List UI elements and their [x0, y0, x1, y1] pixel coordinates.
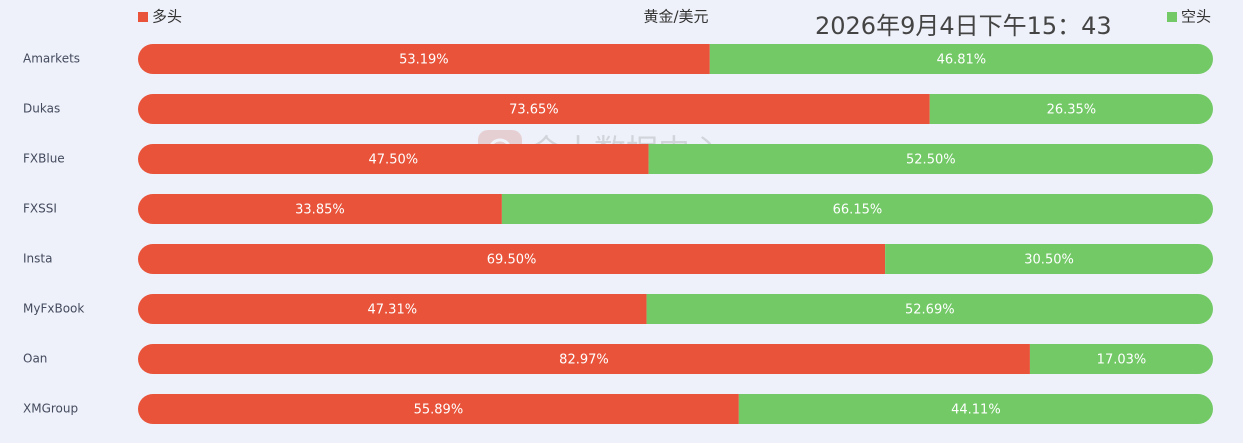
value-label: 47.31% [368, 303, 418, 318]
y-tick-label: FXSSI [23, 202, 57, 216]
y-tick-label: MyFxBook [23, 302, 84, 316]
y-tick-label: XMGroup [23, 402, 78, 416]
bar-segment [738, 394, 1213, 424]
legend-swatch [1167, 12, 1177, 22]
bar-row [138, 244, 1213, 274]
bar-segment [138, 44, 710, 74]
value-label: 17.03% [1097, 353, 1147, 368]
bar-segment [1029, 344, 1213, 374]
value-label: 66.15% [833, 203, 883, 218]
bar-segment [138, 194, 502, 224]
value-label: 47.50% [369, 153, 419, 168]
bar-segment [138, 244, 886, 274]
y-tick-label: Oan [23, 352, 47, 366]
bar-segment [929, 94, 1213, 124]
value-label: 82.97% [559, 353, 609, 368]
bar-segment [709, 44, 1213, 74]
bar-segment [138, 294, 647, 324]
bar-segment [501, 194, 1213, 224]
value-label: 73.65% [509, 103, 559, 118]
bar-segment [648, 144, 1213, 174]
annotation: 2026年9月4日下午15：43 [815, 12, 1112, 40]
value-label: 52.69% [905, 303, 955, 318]
chart-title: 黄金/美元 [643, 8, 708, 26]
legend-label: 空头 [1181, 8, 1211, 26]
bar-row [138, 294, 1213, 324]
bar-row [138, 94, 1213, 124]
bar-segment [138, 344, 1030, 374]
value-label: 30.50% [1024, 253, 1074, 268]
value-label: 44.11% [951, 403, 1001, 418]
value-label: 26.35% [1047, 103, 1097, 118]
bar-segment [138, 394, 739, 424]
y-tick-label: Amarkets [23, 52, 80, 66]
legend-label: 多头 [152, 8, 182, 26]
bar-row [138, 44, 1213, 74]
value-label: 52.50% [906, 153, 956, 168]
bar-segment [885, 244, 1213, 274]
legend-swatch [138, 12, 148, 22]
value-label: 69.50% [487, 253, 537, 268]
bar-row [138, 194, 1213, 224]
bar-segment [138, 144, 649, 174]
value-label: 33.85% [295, 203, 345, 218]
bar-segment [646, 294, 1213, 324]
y-tick-label: FXBlue [23, 152, 65, 166]
bar-row [138, 394, 1213, 424]
bar-row [138, 344, 1213, 374]
y-tick-label: Dukas [23, 102, 60, 116]
value-label: 55.89% [414, 403, 464, 418]
bar-row [138, 144, 1213, 174]
bar-segment [138, 94, 930, 124]
value-label: 46.81% [937, 53, 987, 68]
y-tick-label: Insta [23, 252, 52, 266]
value-label: 53.19% [399, 53, 449, 68]
